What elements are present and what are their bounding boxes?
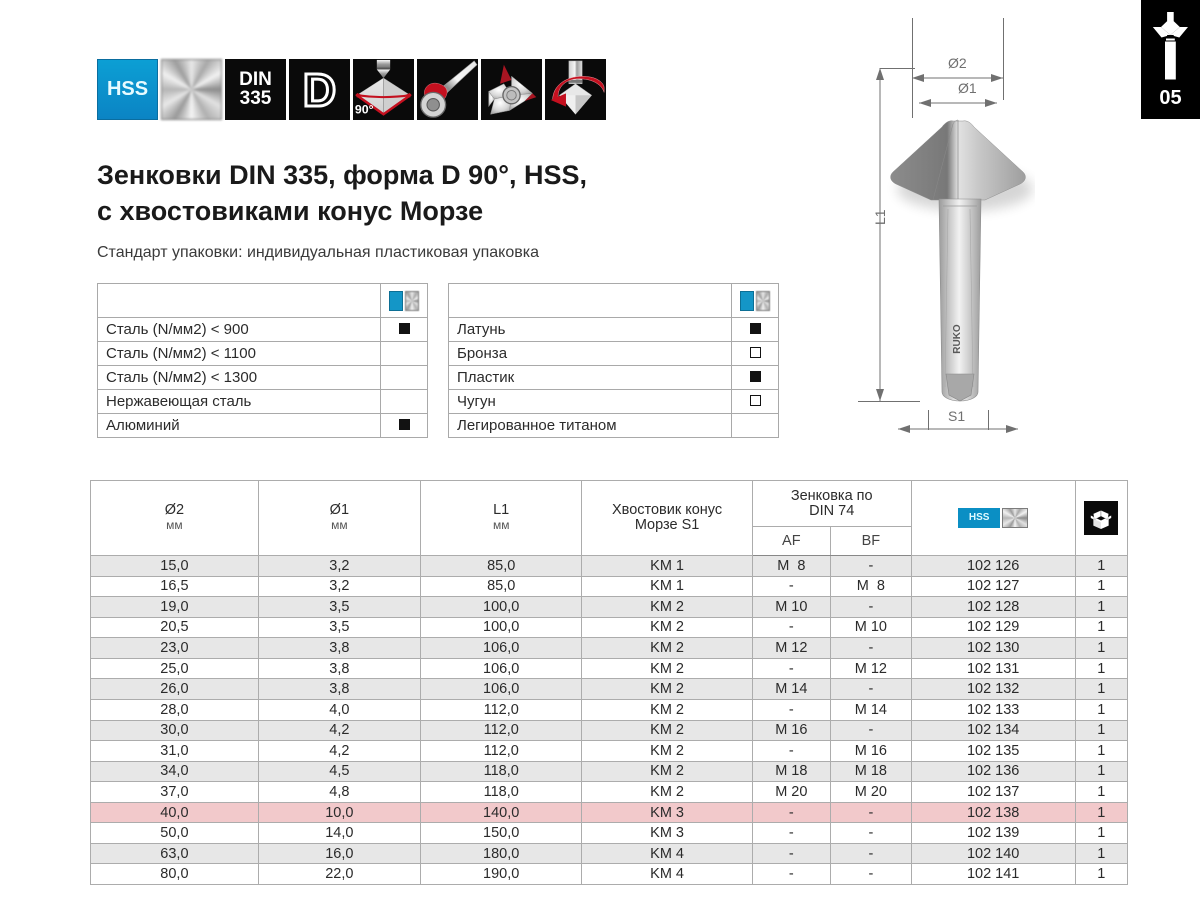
svg-text:RUKO: RUKO	[952, 324, 963, 354]
svg-text:90°: 90°	[355, 102, 374, 116]
